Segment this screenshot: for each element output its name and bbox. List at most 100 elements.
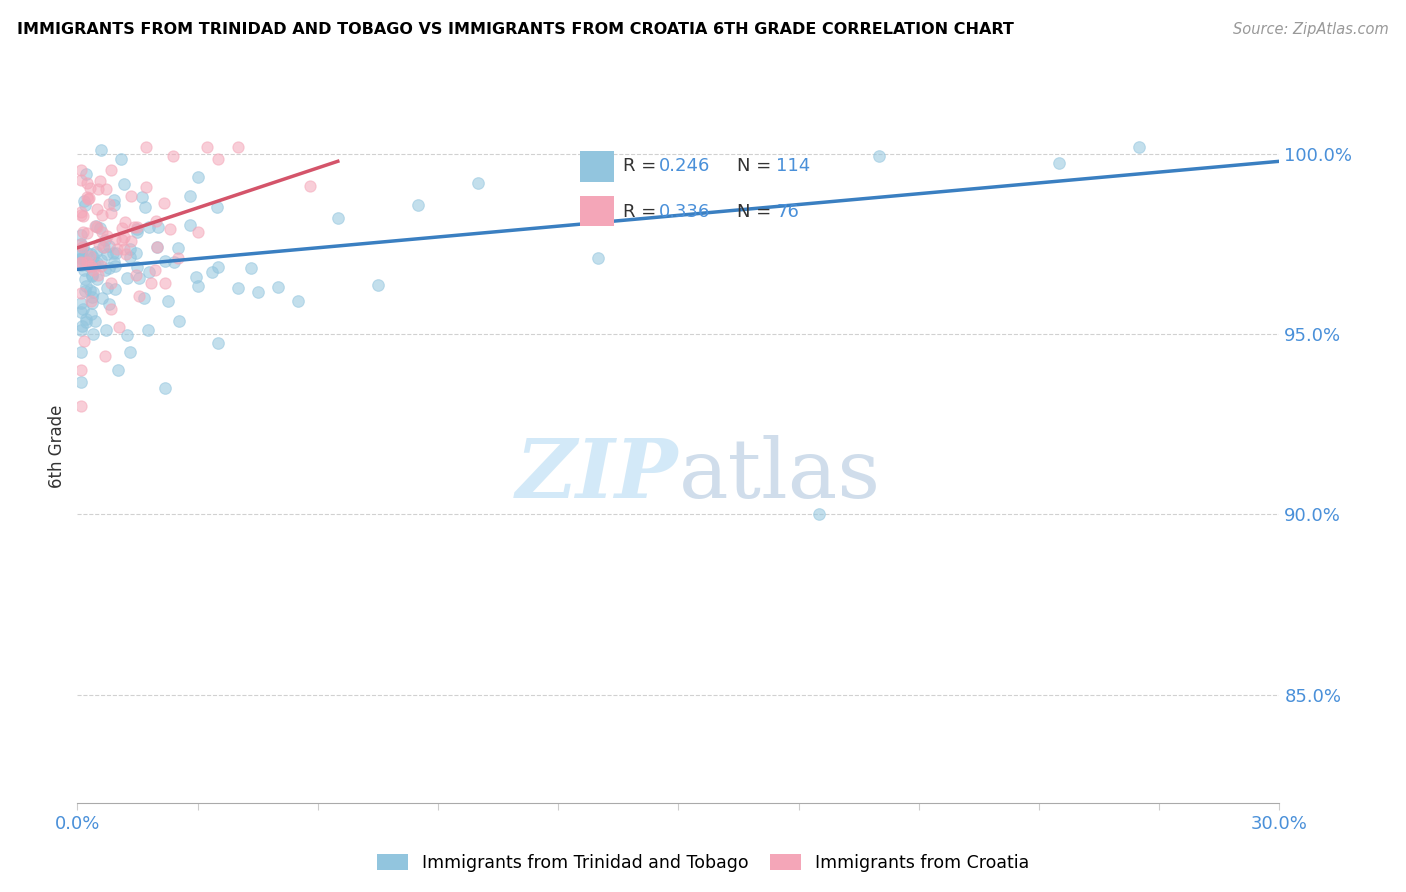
- Point: [138, 265, 160, 279]
- Point: [104, 232, 127, 246]
- Point: [298, 179, 321, 194]
- Point: [82, 269, 104, 284]
- Point: [70, 323, 93, 337]
- Point: [75, 278, 97, 293]
- Point: [96, 246, 118, 260]
- Point: [76, 226, 98, 240]
- Point: [80, 257, 103, 271]
- Point: [86, 272, 108, 286]
- Point: [155, 276, 177, 290]
- Point: [326, 211, 349, 225]
- Point: [112, 242, 135, 256]
- Point: [179, 218, 201, 232]
- Point: [132, 291, 155, 305]
- Point: [207, 260, 229, 275]
- Point: [267, 279, 290, 293]
- Point: [125, 222, 148, 236]
- Point: [128, 288, 150, 302]
- Point: [70, 305, 93, 319]
- Text: Source: ZipAtlas.com: Source: ZipAtlas.com: [1233, 22, 1389, 37]
- Point: [96, 281, 118, 295]
- Point: [125, 268, 148, 282]
- Point: [145, 214, 167, 228]
- Point: [138, 220, 160, 235]
- Point: [80, 268, 103, 282]
- Point: [110, 152, 132, 166]
- Text: R =: R =: [623, 202, 662, 221]
- Point: [70, 163, 93, 178]
- Point: [73, 334, 96, 349]
- Point: [187, 279, 209, 293]
- Point: [96, 323, 118, 337]
- Point: [134, 200, 156, 214]
- Point: [72, 209, 94, 223]
- Point: [146, 219, 169, 234]
- Point: [186, 269, 208, 284]
- Point: [90, 143, 112, 157]
- Point: [186, 225, 209, 239]
- Point: [103, 198, 125, 212]
- Y-axis label: 6th Grade: 6th Grade: [48, 404, 66, 488]
- Point: [91, 239, 114, 253]
- Point: [96, 228, 118, 243]
- Point: [70, 400, 93, 414]
- Text: 0.246: 0.246: [659, 157, 710, 176]
- Point: [100, 301, 122, 316]
- Point: [186, 169, 209, 184]
- Point: [1128, 140, 1150, 154]
- Point: [98, 296, 121, 310]
- Point: [201, 265, 224, 279]
- Point: [72, 319, 94, 334]
- Point: [70, 255, 93, 269]
- Point: [82, 263, 104, 277]
- Point: [111, 233, 134, 247]
- Point: [82, 290, 104, 304]
- Point: [100, 206, 122, 220]
- Point: [70, 363, 93, 377]
- Point: [72, 301, 94, 316]
- Point: [76, 246, 98, 260]
- Point: [135, 180, 157, 194]
- Point: [75, 315, 97, 329]
- Point: [86, 202, 108, 216]
- Point: [118, 250, 141, 264]
- Point: [115, 247, 138, 261]
- Point: [97, 239, 120, 253]
- Point: [104, 259, 127, 273]
- Point: [70, 205, 93, 219]
- Point: [120, 189, 142, 203]
- Point: [72, 251, 94, 265]
- Text: R =: R =: [623, 157, 662, 176]
- Point: [146, 240, 169, 254]
- Point: [79, 249, 101, 263]
- Point: [76, 190, 98, 204]
- Point: [76, 255, 98, 269]
- Point: [104, 282, 127, 296]
- Text: 0.336: 0.336: [659, 202, 710, 221]
- Point: [367, 277, 389, 292]
- Point: [70, 345, 93, 359]
- Point: [159, 222, 181, 236]
- Point: [89, 174, 111, 188]
- Point: [70, 173, 93, 187]
- Point: [91, 225, 114, 239]
- Point: [226, 280, 249, 294]
- Point: [96, 182, 118, 196]
- Point: [84, 258, 107, 272]
- Text: ZIP: ZIP: [516, 434, 679, 515]
- Point: [84, 219, 107, 233]
- Point: [70, 208, 93, 222]
- Text: IMMIGRANTS FROM TRINIDAD AND TOBAGO VS IMMIGRANTS FROM CROATIA 6TH GRADE CORRELA: IMMIGRANTS FROM TRINIDAD AND TOBAGO VS I…: [17, 22, 1014, 37]
- Legend: Immigrants from Trinidad and Tobago, Immigrants from Croatia: Immigrants from Trinidad and Tobago, Imm…: [370, 847, 1036, 879]
- Point: [70, 252, 93, 267]
- Point: [127, 225, 149, 239]
- Point: [82, 285, 104, 300]
- Point: [111, 221, 134, 235]
- Point: [100, 163, 122, 178]
- Point: [84, 245, 107, 260]
- Point: [76, 176, 98, 190]
- Point: [135, 140, 157, 154]
- Point: [118, 345, 141, 359]
- Point: [107, 363, 129, 377]
- Point: [105, 246, 128, 260]
